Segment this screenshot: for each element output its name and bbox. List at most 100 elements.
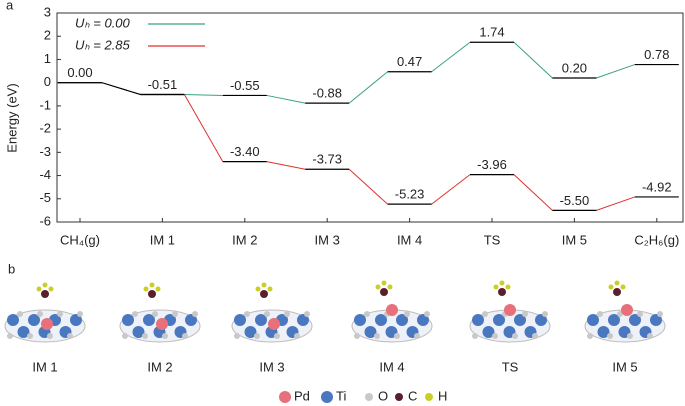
o-atom	[172, 311, 178, 317]
value-label: 0.47	[397, 54, 422, 69]
o-atom	[414, 333, 420, 339]
o-atom	[77, 311, 83, 317]
o-atom	[492, 333, 498, 339]
o-atom	[142, 333, 148, 339]
o-atom	[522, 311, 528, 317]
o-atom	[254, 333, 260, 339]
value-label: -5.23	[395, 187, 425, 202]
o-atom	[182, 333, 188, 339]
legend-atom	[425, 393, 433, 401]
h-atom	[48, 286, 54, 292]
connector	[513, 41, 553, 79]
ti-atom	[122, 314, 134, 326]
h-atom	[505, 284, 511, 290]
o-atom	[192, 311, 198, 317]
ti-atom	[132, 326, 145, 338]
x-tick-label: CH₄(g)	[60, 232, 100, 247]
o-atom	[47, 333, 53, 339]
o-atom	[234, 333, 240, 339]
o-atom	[597, 311, 603, 317]
y-tick-label: -4	[39, 167, 51, 182]
h-atom	[375, 284, 381, 290]
y-tick-label: -2	[39, 121, 51, 136]
ti-atom	[417, 314, 429, 326]
h-atom	[493, 284, 499, 290]
o-atom	[162, 333, 168, 339]
connector	[266, 94, 306, 104]
connector	[348, 71, 388, 104]
ti-atom	[535, 314, 547, 326]
o-atom	[67, 333, 73, 339]
x-tick-label: IM 3	[315, 232, 340, 247]
ti-atom	[185, 314, 197, 326]
value-label: -4.92	[642, 179, 672, 194]
x-tick-label: IM 4	[397, 232, 422, 247]
o-atom	[607, 333, 613, 339]
panel-label: b	[8, 261, 15, 276]
o-atom	[542, 311, 548, 317]
o-atom	[244, 311, 250, 317]
connector	[348, 168, 388, 205]
structure-label: IM 3	[259, 359, 284, 374]
o-atom	[284, 311, 290, 317]
o-atom	[637, 311, 643, 317]
structure-label: TS	[502, 359, 519, 374]
ti-atom	[482, 326, 495, 338]
h-atom	[267, 286, 273, 292]
pd-atom	[268, 318, 280, 330]
ti-atom	[354, 314, 366, 326]
ti-atom	[364, 326, 377, 338]
h-atom	[143, 286, 149, 292]
pd-atom	[504, 304, 516, 316]
o-atom	[364, 311, 370, 317]
ti-atom	[297, 314, 309, 326]
pd-atom	[386, 304, 398, 316]
y-tick-label: -5	[39, 190, 51, 205]
y-tick-label: -3	[39, 144, 51, 159]
pd-atom	[41, 318, 53, 330]
o-atom	[274, 333, 280, 339]
ti-atom	[7, 314, 19, 326]
value-label: -5.50	[560, 193, 590, 208]
y-tick-label: 1	[44, 51, 51, 66]
value-label: -0.55	[230, 78, 260, 93]
ti-atom	[629, 314, 641, 326]
h-atom	[36, 286, 42, 292]
legend-atom	[279, 391, 291, 403]
o-atom	[374, 333, 380, 339]
ti-atom	[28, 314, 40, 326]
o-atom	[7, 333, 13, 339]
ti-atom	[375, 314, 387, 326]
o-atom	[472, 333, 478, 339]
c-atom	[41, 290, 49, 298]
o-atom	[482, 311, 488, 317]
legend-label: O	[378, 388, 388, 403]
structure-label: IM 1	[32, 359, 57, 374]
o-atom	[152, 311, 158, 317]
value-label: -0.88	[312, 86, 342, 101]
y-tick-label: 2	[44, 28, 51, 43]
o-atom	[37, 311, 43, 317]
connector	[513, 174, 553, 211]
legend-label: Uₕ = 0.00	[75, 15, 131, 30]
ti-atom	[234, 314, 246, 326]
ti-atom	[143, 314, 155, 326]
o-atom	[304, 311, 310, 317]
o-atom	[532, 333, 538, 339]
h-atom	[387, 284, 393, 290]
o-atom	[57, 311, 63, 317]
ti-atom	[650, 314, 662, 326]
legend-label: Pd	[294, 388, 310, 403]
x-tick-label: TS	[484, 232, 501, 247]
structure-label: IM 5	[612, 359, 637, 374]
o-atom	[354, 333, 360, 339]
value-label: 0.20	[562, 60, 587, 75]
ti-atom	[472, 314, 484, 326]
y-tick-label: -6	[39, 213, 51, 228]
h-atom	[614, 280, 620, 286]
panel-label: a	[6, 0, 14, 12]
ti-atom	[70, 314, 82, 326]
y-tick-label: 0	[44, 74, 51, 89]
value-label: -3.40	[230, 144, 260, 159]
